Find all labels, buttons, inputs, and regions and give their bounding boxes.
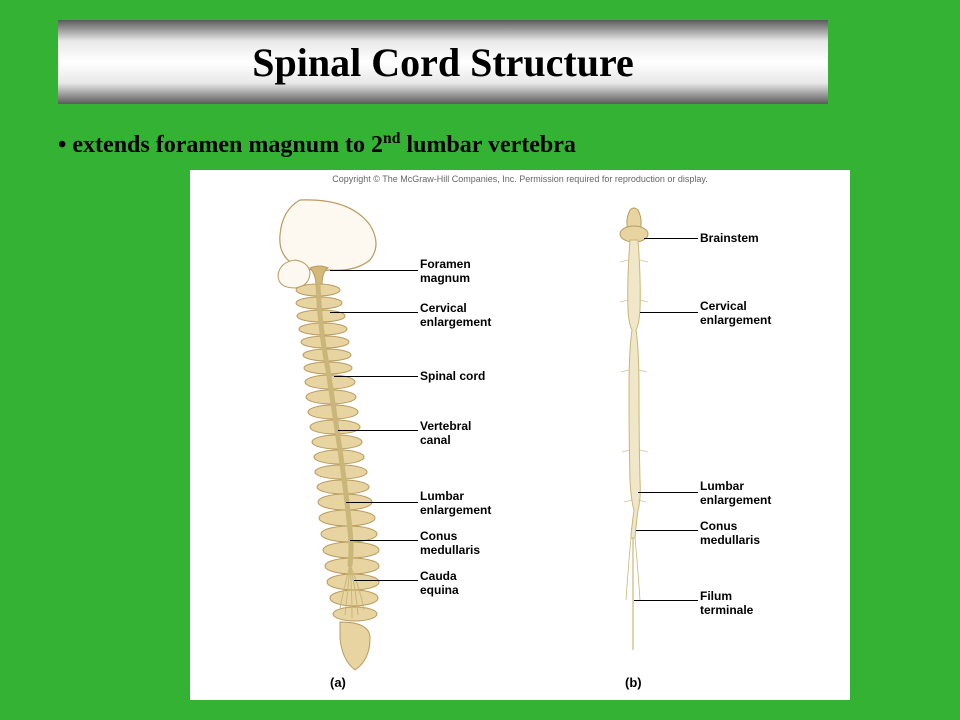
anatomy-label: Brainstem — [700, 232, 759, 246]
anatomy-label: Lumbar enlargement — [420, 490, 491, 518]
vertebrae-group — [296, 284, 379, 670]
bullet-text-a: extends foramen magnum to 2 — [72, 132, 383, 158]
panel-a-label: (a) — [330, 675, 346, 690]
leader-line — [640, 312, 698, 313]
panel-b-label: (b) — [625, 675, 642, 690]
leader-line — [346, 502, 418, 503]
anatomy-label: Cervical enlargement — [700, 300, 771, 328]
anatomy-label: Lumbar enlargement — [700, 480, 771, 508]
anatomy-label: Spinal cord — [420, 370, 485, 384]
leader-line — [644, 238, 698, 239]
leader-line — [634, 600, 698, 601]
panel-a-svg — [200, 190, 420, 690]
title-bar: Spinal Cord Structure — [58, 20, 828, 104]
leader-line — [330, 312, 418, 313]
spinal-cord-b-shape — [628, 240, 641, 538]
anatomy-label: Cervical enlargement — [420, 302, 491, 330]
leader-line — [334, 376, 418, 377]
bullet-sup: nd — [383, 130, 400, 147]
anatomy-label: Vertebral canal — [420, 420, 471, 448]
leader-line — [338, 430, 418, 431]
cerebellum-shape — [278, 260, 310, 288]
leader-line — [350, 540, 418, 541]
anatomy-figure: Copyright © The McGraw-Hill Companies, I… — [190, 170, 850, 700]
leader-line — [636, 530, 698, 531]
slide-title: Spinal Cord Structure — [252, 39, 634, 86]
bullet-text-b: lumbar vertebra — [400, 132, 576, 158]
panel-b-svg — [580, 190, 700, 690]
leader-line — [354, 580, 418, 581]
leader-line — [638, 492, 698, 493]
slide: Spinal Cord Structure • extends foramen … — [0, 0, 960, 720]
anatomy-label: Filum terminale — [700, 590, 753, 618]
bullet-prefix: • — [58, 132, 72, 158]
bullet-point: • extends foramen magnum to 2nd lumbar v… — [58, 130, 576, 159]
brainstem-shape — [310, 266, 328, 285]
anatomy-label: Conus medullaris — [700, 520, 760, 548]
anatomy-label: Conus medullaris — [420, 530, 480, 558]
anatomy-label: Foramen magnum — [420, 258, 471, 286]
leader-line — [330, 270, 418, 271]
anatomy-label: Cauda equina — [420, 570, 459, 598]
copyright-text: Copyright © The McGraw-Hill Companies, I… — [190, 174, 850, 184]
